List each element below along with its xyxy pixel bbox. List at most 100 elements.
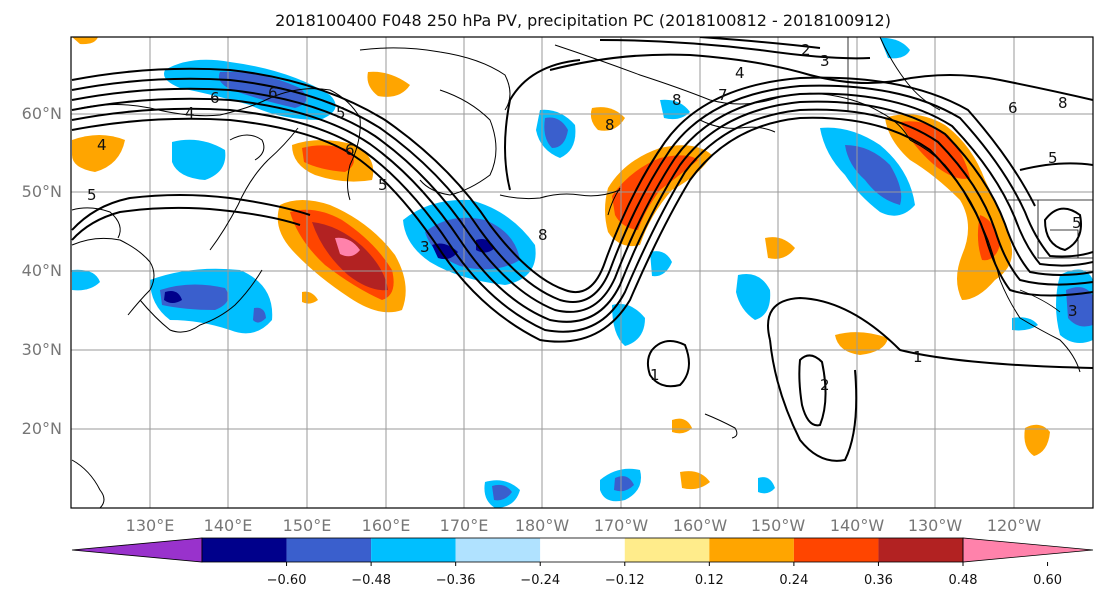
colorbar-extend-min (71, 537, 203, 563)
map-frame (70, 36, 1094, 509)
contour-label: 2 (820, 376, 830, 394)
neg-anomaly-region (253, 307, 266, 323)
coastline (704, 413, 738, 439)
colorbar-outline (201, 537, 964, 563)
pv-contour (798, 354, 827, 427)
contour-label: 6 (268, 84, 278, 102)
colorbar-swatch (286, 538, 372, 562)
contour-label: 5 (336, 104, 346, 122)
contour-label: 8 (672, 91, 682, 109)
pv-contour (71, 87, 1093, 313)
neg-anomaly-region (172, 139, 226, 180)
contour-label: 4 (97, 136, 107, 154)
borders (847, 37, 1093, 313)
contour-label: 2 (801, 41, 811, 59)
border-line (1050, 229, 1079, 258)
colorbar-tick-label: −0.36 (436, 573, 476, 588)
colorbar-tick-label: 0.48 (949, 573, 978, 588)
contour-label: 4 (185, 104, 195, 122)
pos-anomaly-region (765, 237, 795, 259)
coastline (419, 89, 497, 196)
pos-anomaly-region (367, 71, 410, 97)
gridlines (71, 37, 1093, 508)
contour-label: 8 (538, 226, 548, 244)
pv-contour (71, 194, 311, 231)
neg-anomaly-region (1012, 317, 1038, 331)
colorbar-swatch (709, 538, 794, 562)
contour-labels: 2 3 4 7 8 6 5 4 6 5 4 5 6 5 3 8 8 6 8 5 … (87, 41, 1082, 394)
coastline (71, 207, 121, 239)
contour-label: 8 (605, 116, 615, 134)
lon-label: 140°E (204, 516, 253, 535)
pv-contour (71, 97, 1093, 323)
lat-label: 40°N (22, 261, 62, 280)
colorbar: −0.60 −0.48 −0.36 −0.24 −0.12 0.12 0.24 0.36 0.4… (71, 537, 1094, 588)
coastline (359, 47, 511, 111)
lat-label: 50°N (22, 182, 62, 201)
neg-anomaly-region (1066, 287, 1093, 327)
pv-contour (71, 67, 1036, 293)
contour-label: 5 (87, 186, 97, 204)
coastline (554, 44, 911, 141)
neg-anomaly-region (160, 284, 229, 310)
lat-label: 20°N (22, 419, 62, 438)
coastline (139, 269, 263, 333)
contour-label: 6 (1008, 99, 1018, 117)
figure-title: 2018100400 F048 250 hPa PV, precipitatio… (275, 11, 891, 30)
contour-label: 5 (1048, 149, 1058, 167)
colorbar-tick-label: −0.24 (520, 573, 560, 588)
neg-anomaly-region (72, 269, 100, 291)
lon-label: 140°W (830, 516, 885, 535)
contour-label: 3 (820, 52, 830, 70)
contour-label: 7 (718, 86, 728, 104)
lon-label: 150°E (283, 516, 332, 535)
lon-label: 130°W (908, 516, 963, 535)
colorbar-swatch (793, 538, 879, 562)
coastline (71, 237, 155, 316)
pv-contour (71, 116, 1093, 343)
pv-contour (699, 37, 821, 49)
neg-anomaly-region (492, 484, 512, 501)
coastline (499, 189, 621, 200)
contour-label: 6 (210, 89, 220, 107)
pv-contour (71, 77, 1093, 303)
colorbar-tick-label: −0.48 (351, 573, 391, 588)
contour-label: 5 (1072, 214, 1082, 232)
pv-contour (769, 339, 858, 462)
colorbar-swatch (202, 538, 287, 562)
colorbar-tick-label: −0.60 (267, 573, 307, 588)
lon-label: 150°W (751, 516, 806, 535)
coastline (229, 134, 265, 161)
map-panel (70, 36, 1094, 509)
border-line (1037, 200, 1093, 259)
colorbar-swatches (71, 537, 1094, 563)
neg-anomaly-region (736, 274, 771, 320)
coastline (607, 187, 621, 216)
neg-anomaly-region (650, 251, 672, 277)
pv-contour (599, 39, 871, 60)
precip-shading (72, 37, 1093, 508)
colorbar-tick-labels: −0.60 −0.48 −0.36 −0.24 −0.12 0.12 0.24 0.36 0.4… (267, 573, 1062, 588)
neg-anomaly-region (845, 145, 902, 205)
neg-anomaly-region (758, 477, 775, 494)
pv-contour (646, 340, 690, 388)
contour-label: 3 (420, 238, 430, 256)
neg-anomaly-region (614, 476, 634, 492)
longitude-labels: 130°E 140°E 150°E 160°E 170°E 180°W 170°… (126, 516, 1042, 535)
lon-label: 160°W (673, 516, 728, 535)
colorbar-swatch (540, 538, 625, 562)
pos-anomaly-region (977, 215, 1000, 261)
pos-anomaly-region (590, 107, 625, 131)
colorbar-tick-label: 0.36 (864, 573, 893, 588)
pos-anomaly-region (1024, 424, 1050, 456)
contour-label: 4 (735, 64, 745, 82)
lon-label: 170°E (440, 516, 489, 535)
colorbar-tick-label: 0.12 (695, 573, 724, 588)
lon-label: 160°E (362, 516, 411, 535)
contour-label: 8 (1058, 94, 1068, 112)
colorbar-swatch (878, 538, 963, 562)
lon-label: 170°W (594, 516, 649, 535)
pv-contour (1019, 162, 1093, 171)
pv-contour (71, 107, 1093, 333)
